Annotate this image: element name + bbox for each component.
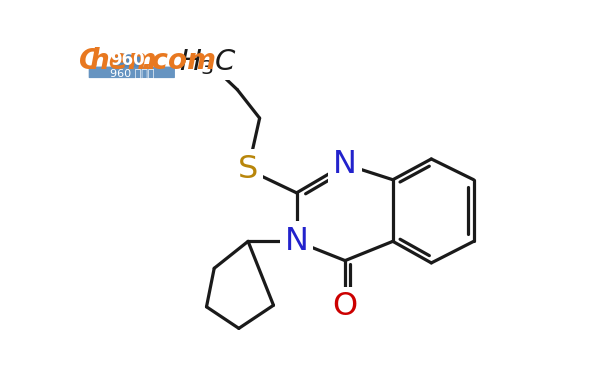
Text: $H_3C$: $H_3C$ [179,47,237,77]
Text: hem: hem [90,47,157,75]
Text: 960 化工网: 960 化工网 [110,68,154,78]
Text: N: N [284,226,309,257]
FancyBboxPatch shape [89,66,175,78]
Text: S: S [238,154,258,185]
Text: .com: .com [142,47,217,75]
Text: 960: 960 [110,51,145,69]
Text: O: O [333,291,358,322]
FancyBboxPatch shape [113,54,142,68]
Text: N: N [333,149,357,180]
Text: C: C [79,47,100,75]
